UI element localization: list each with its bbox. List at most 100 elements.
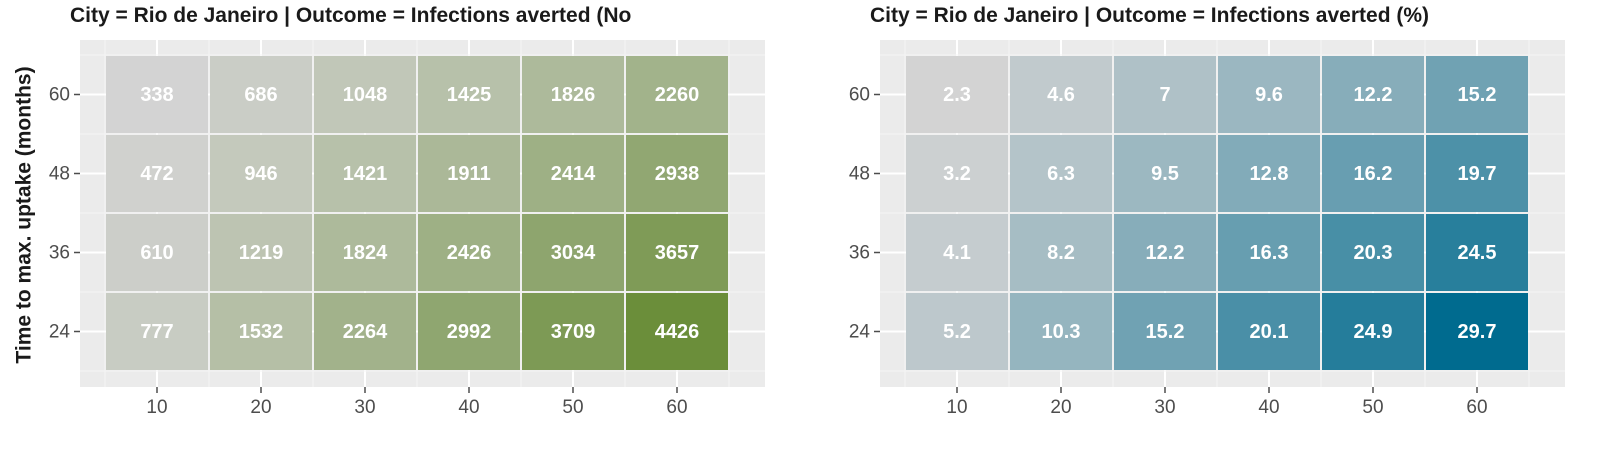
heatmap-cell — [1218, 56, 1320, 133]
cell-value-label: 24.5 — [1458, 242, 1497, 264]
x-tick-label: 50 — [562, 397, 583, 418]
cell-value-label: 2264 — [343, 321, 388, 343]
heatmap-cell — [522, 56, 624, 133]
x-tick-label: 40 — [1258, 397, 1279, 418]
x-tick-label: 20 — [250, 397, 271, 418]
heatmap-cell — [210, 293, 312, 370]
heatmap-cell — [1218, 214, 1320, 291]
heatmap-cell — [210, 56, 312, 133]
heatmap-cell — [418, 135, 520, 212]
panel-infections-averted-percent: City = Rio de Janeiro | Outcome = Infect… — [849, 4, 1565, 418]
cell-value-label: 16.3 — [1250, 242, 1289, 264]
cell-value-label: 1824 — [343, 242, 388, 264]
y-axis-label: Time to max. uptake (months) — [13, 66, 36, 363]
y-tick-label: 24 — [49, 322, 71, 343]
cell-value-label: 12.2 — [1146, 242, 1185, 264]
cell-value-label: 4.6 — [1047, 84, 1075, 106]
cell-value-label: 15.2 — [1458, 84, 1497, 106]
heatmap-cell — [1322, 214, 1424, 291]
heatmap-cell — [210, 135, 312, 212]
y-tick-label: 48 — [849, 164, 870, 185]
x-tick-label: 60 — [1466, 397, 1487, 418]
heatmap-cell — [106, 293, 208, 370]
heatmap-cell — [314, 135, 416, 212]
heatmap-cell — [1426, 56, 1528, 133]
heatmap-cell — [106, 214, 208, 291]
cell-value-label: 20.1 — [1250, 321, 1289, 343]
cell-value-label: 3709 — [551, 321, 596, 343]
heatmap-cell — [626, 293, 728, 370]
heatmap-cell — [1010, 293, 1112, 370]
cell-value-label: 2992 — [447, 321, 492, 343]
cell-value-label: 2414 — [551, 163, 596, 185]
cell-value-label: 7 — [1159, 84, 1170, 106]
x-tick-label: 30 — [354, 397, 375, 418]
heatmap-cell — [418, 214, 520, 291]
cell-value-label: 1421 — [343, 163, 388, 185]
cell-value-label: 12.8 — [1250, 163, 1289, 185]
heatmap-cell — [1322, 56, 1424, 133]
heatmap-cell — [626, 56, 728, 133]
x-tick-label: 20 — [1050, 397, 1071, 418]
heatmap-cell — [522, 135, 624, 212]
cell-value-label: 5.2 — [943, 321, 971, 343]
x-tick-label: 10 — [146, 397, 167, 418]
heatmap-cell — [314, 56, 416, 133]
cell-value-label: 1911 — [447, 163, 490, 185]
cell-value-label: 19.7 — [1458, 163, 1497, 185]
heatmap-cell — [418, 56, 520, 133]
x-tick-label: 40 — [458, 397, 479, 418]
cell-value-label: 9.6 — [1255, 84, 1283, 106]
cell-value-label: 15.2 — [1146, 321, 1185, 343]
cell-value-label: 1425 — [447, 84, 492, 106]
y-tick-label: 36 — [849, 243, 870, 264]
x-tick-label: 30 — [1154, 397, 1175, 418]
cell-value-label: 2938 — [655, 163, 700, 185]
cell-value-label: 24.9 — [1354, 321, 1393, 343]
heatmap-cell — [1114, 135, 1216, 212]
cell-value-label: 1826 — [551, 84, 596, 106]
cell-value-label: 3034 — [551, 242, 596, 264]
heatmap-cell — [1114, 56, 1216, 133]
cell-value-label: 777 — [140, 321, 173, 343]
heatmap-cell — [626, 214, 728, 291]
heatmap-cell — [1322, 293, 1424, 370]
heatmap-cell — [522, 293, 624, 370]
heatmap-cell — [1218, 135, 1320, 212]
cell-value-label: 610 — [140, 242, 173, 264]
heatmap-cell — [314, 293, 416, 370]
cell-value-label: 4.1 — [943, 242, 971, 264]
x-tick-label: 60 — [666, 397, 687, 418]
cell-value-label: 1532 — [239, 321, 284, 343]
heatmap-cell — [906, 214, 1008, 291]
cell-value-label: 1048 — [343, 84, 388, 106]
heatmap-cell — [1218, 293, 1320, 370]
cell-value-label: 29.7 — [1458, 321, 1497, 343]
cell-value-label: 6.3 — [1047, 163, 1075, 185]
cell-value-label: 2426 — [447, 242, 492, 264]
heatmap-cell — [1322, 135, 1424, 212]
y-tick-label: 36 — [49, 243, 70, 264]
y-tick-label: 48 — [49, 164, 70, 185]
cell-value-label: 20.3 — [1354, 242, 1393, 264]
cell-value-label: 946 — [244, 163, 277, 185]
cell-value-label: 472 — [140, 163, 173, 185]
cell-value-label: 16.2 — [1354, 163, 1393, 185]
cell-value-label: 3657 — [655, 242, 700, 264]
x-tick-label: 50 — [1362, 397, 1383, 418]
heatmap-cell — [1114, 214, 1216, 291]
heatmap-cell — [1426, 135, 1528, 212]
y-tick-label: 60 — [49, 85, 70, 106]
x-tick-label: 10 — [946, 397, 967, 418]
heatmap-cell — [1426, 293, 1528, 370]
heatmap-cell — [418, 293, 520, 370]
heatmap-cell — [1114, 293, 1216, 370]
cell-value-label: 3.2 — [943, 163, 971, 185]
cell-value-label: 9.5 — [1151, 163, 1179, 185]
heatmap-cell — [106, 135, 208, 212]
panel-title: City = Rio de Janeiro | Outcome = Infect… — [870, 4, 1429, 27]
heatmap-cell — [906, 135, 1008, 212]
cell-value-label: 1219 — [239, 242, 284, 264]
heatmap-cell — [522, 214, 624, 291]
